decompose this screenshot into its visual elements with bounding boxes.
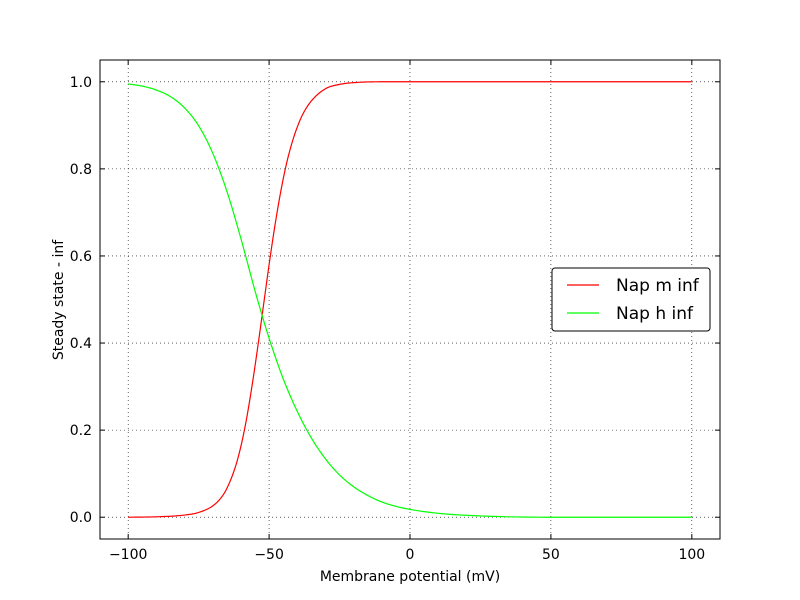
y-tick-label: 0.4 [70,336,92,352]
y-tick-label: 0.8 [70,162,92,178]
x-tick-label: 100 [678,547,705,563]
axis-ticks: −100 −50 0 50 100 0.0 0.2 0.4 0.6 0.8 1.0 [70,60,720,563]
x-tick-label: −50 [254,547,284,563]
legend: Nap m inf Nap h inf [551,267,711,332]
y-tick-label: 0.0 [70,510,92,526]
legend-label-nap-m-inf: Nap m inf [616,276,700,296]
x-tick-label: 0 [406,547,415,563]
y-tick-label: 1.0 [70,75,92,91]
x-tick-label: −100 [109,547,147,563]
legend-box [551,267,711,332]
legend-label-nap-h-inf: Nap h inf [616,304,694,324]
series-line-nap-h-inf [128,83,692,518]
y-tick-label: 0.2 [70,423,92,439]
y-tick-label: 0.6 [70,249,92,265]
series-lines [128,81,692,518]
y-axis-label: Steady state - inf [51,239,67,360]
x-axis-label: Membrane potential (mV) [320,569,500,585]
x-tick-label: 50 [542,547,560,563]
series-line-nap-m-inf [128,81,692,518]
